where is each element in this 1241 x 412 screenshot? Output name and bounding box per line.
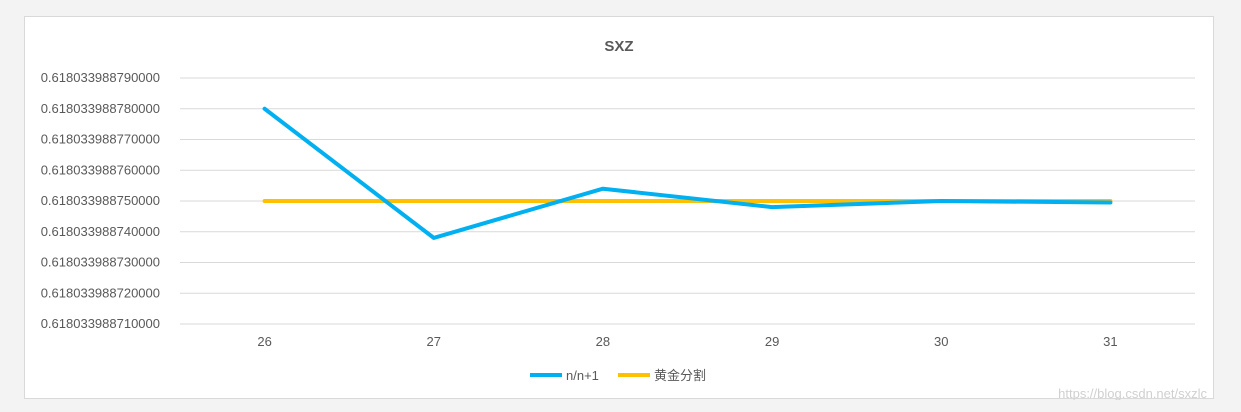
x-tick-label: 30 bbox=[934, 334, 948, 349]
legend-label: n/n+1 bbox=[566, 368, 599, 383]
y-tick-label: 0.618033988710000 bbox=[41, 316, 160, 331]
y-tick-label: 0.618033988760000 bbox=[41, 162, 160, 177]
line-chart: SXZ 0.6180339887900000.6180339887800000.… bbox=[41, 38, 1208, 400]
legend-label: 黄金分割 bbox=[654, 368, 706, 383]
series-lines bbox=[262, 106, 1113, 240]
x-tick-label: 28 bbox=[596, 334, 610, 349]
x-tick-label: 26 bbox=[257, 334, 271, 349]
y-tick-label: 0.618033988730000 bbox=[41, 255, 160, 270]
x-tick-label: 31 bbox=[1103, 334, 1117, 349]
y-tick-label: 0.618033988770000 bbox=[41, 132, 160, 147]
x-tick-label: 29 bbox=[765, 334, 779, 349]
y-axis-tick-labels: 0.618033988790000 0.618033988780000 0.6180… bbox=[41, 70, 160, 331]
legend: n/n+1 黄金分割 bbox=[530, 368, 706, 383]
x-tick-label: 27 bbox=[427, 334, 441, 349]
y-tick-label: 0.618033988790000 bbox=[41, 70, 160, 85]
x-axis-tick-labels: 26 27 28 29 30 31 bbox=[257, 334, 1117, 349]
y-tick-label: 0.618033988750000 bbox=[41, 193, 160, 208]
y-tick-label: 0.618033988740000 bbox=[41, 224, 160, 239]
chart-container: SXZ 0.618033988790000 0.618033988780000 0.… bbox=[24, 16, 1214, 400]
chart-title: SXZ bbox=[604, 38, 633, 55]
series-line bbox=[262, 106, 1113, 240]
watermark-text: https://blog.csdn.net/sxzlc bbox=[1058, 386, 1207, 400]
y-tick-label: 0.618033988720000 bbox=[41, 285, 160, 300]
y-tick-label: 0.618033988780000 bbox=[41, 101, 160, 116]
